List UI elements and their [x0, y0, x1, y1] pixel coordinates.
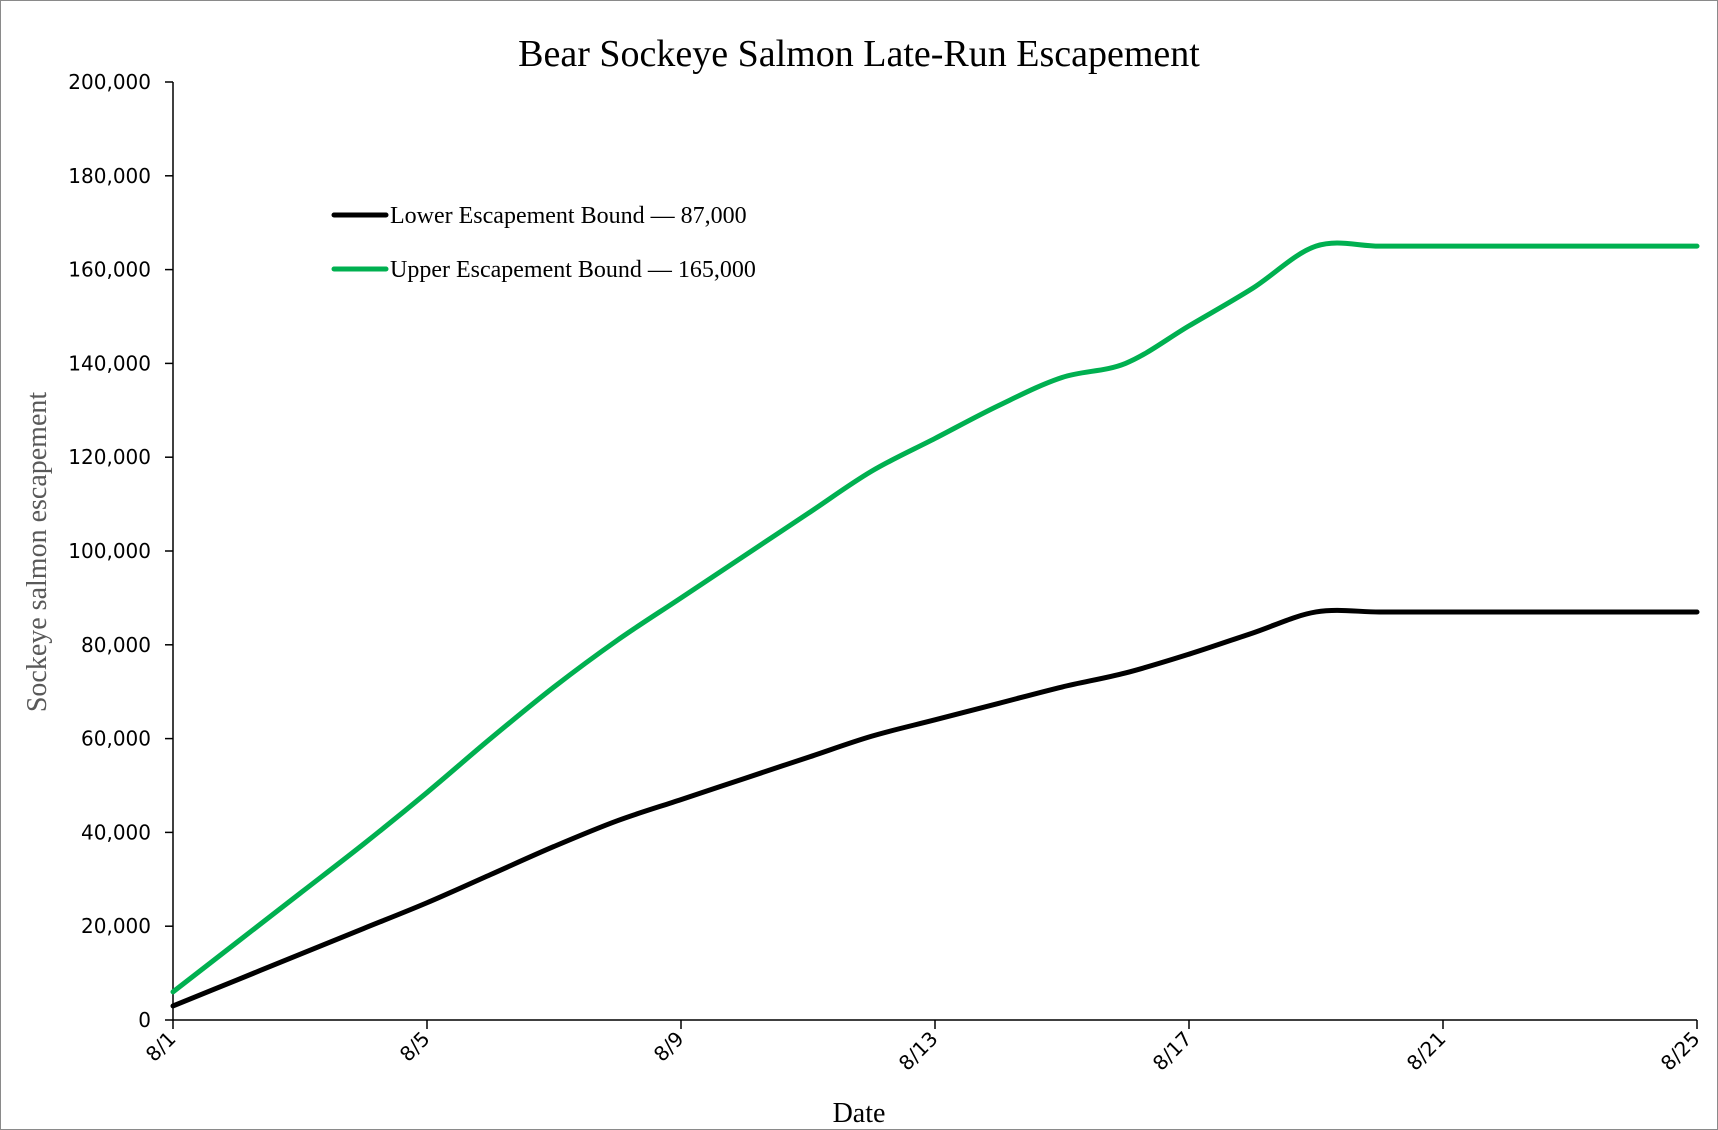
- y-tick-label: 0: [138, 1008, 151, 1032]
- x-tick-label: 8/5: [395, 1027, 435, 1067]
- y-ticks: 0 20,000 40,000 60,000 80,000 100,000 120,000 1…: [68, 70, 173, 1032]
- y-tick-label: 80,000: [81, 633, 151, 657]
- x-ticks: 8/1 8/5 8/9 8/13 8/17 8/21 8/25: [141, 1020, 1705, 1075]
- chart-title: Bear Sockeye Salmon Late-Run Escapement: [518, 33, 1200, 75]
- y-tick-label: 160,000: [68, 258, 151, 282]
- x-tick-label: 8/21: [1402, 1027, 1451, 1076]
- y-tick-label: 200,000: [68, 70, 151, 94]
- x-axis-title: Date: [833, 1098, 886, 1129]
- y-axis-title: Sockeye salmon escapement: [22, 392, 53, 713]
- y-tick-label: 100,000: [68, 539, 151, 563]
- x-tick-label: 8/17: [1148, 1027, 1197, 1076]
- x-tick-label: 8/1: [141, 1027, 181, 1067]
- legend: Lower Escapement Bound — 87,000 Upper Esc…: [331, 203, 756, 283]
- y-tick-label: 120,000: [68, 445, 151, 469]
- y-tick-label: 180,000: [68, 164, 151, 188]
- legend-label-0: Lower Escapement Bound — 87,000: [390, 203, 747, 229]
- y-tick-label: 60,000: [81, 727, 151, 751]
- series-lines: [170, 240, 1700, 1009]
- x-tick-label: 8/13: [894, 1027, 943, 1076]
- series-line-1: [170, 240, 1700, 995]
- legend-label-1: Upper Escapement Bound — 165,000: [390, 257, 756, 283]
- x-tick-label: 8/9: [649, 1027, 689, 1067]
- y-tick-label: 20,000: [81, 914, 151, 938]
- y-tick-label: 40,000: [81, 820, 151, 844]
- series-line-0: [170, 607, 1700, 1009]
- x-tick-label: 8/25: [1656, 1027, 1705, 1076]
- y-tick-label: 140,000: [68, 351, 151, 375]
